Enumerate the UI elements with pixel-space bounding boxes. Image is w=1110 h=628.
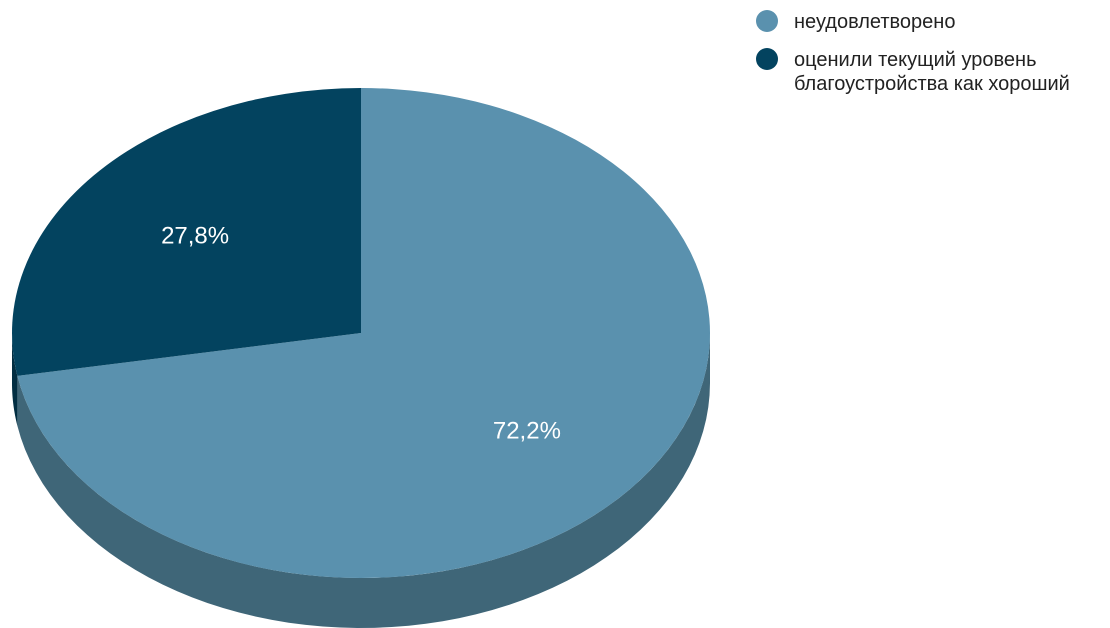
legend-item-unsatisfied[interactable]: неудовлетворено (756, 10, 1106, 34)
legend-item-good[interactable]: оценили текущий уровень благоустройства … (756, 48, 1106, 96)
pie-side-1 (12, 333, 18, 426)
legend: неудовлетворено оценили текущий уровень … (756, 10, 1106, 110)
pie-slice-0[interactable] (17, 88, 711, 579)
pie-slice-label-0: 72,2% (493, 418, 561, 445)
legend-label-good: оценили текущий уровень благоустройства … (794, 49, 1070, 95)
legend-swatch-good (756, 48, 778, 70)
pie-slice-label-1: 27,8% (161, 222, 229, 249)
pie-slice-1[interactable] (12, 88, 362, 376)
pie-side-0 (17, 333, 710, 628)
legend-label-unsatisfied: неудовлетворено (794, 11, 956, 33)
legend-swatch-unsatisfied (756, 10, 778, 32)
